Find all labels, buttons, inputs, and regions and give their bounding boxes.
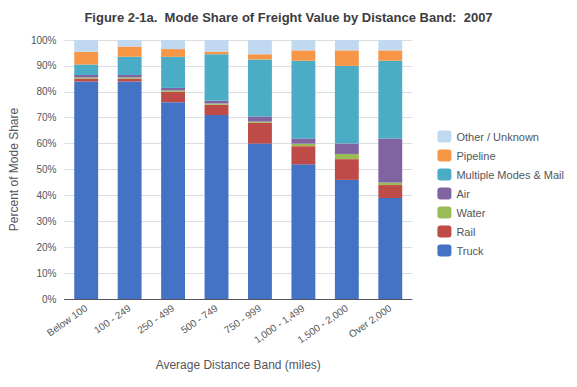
svg-text:Water: Water	[456, 207, 485, 219]
svg-text:Multiple Modes & Mail: Multiple Modes & Mail	[456, 169, 564, 181]
svg-text:Percent of Mode Share: Percent of Mode Share	[7, 107, 21, 231]
svg-text:10%: 10%	[36, 268, 56, 279]
svg-text:Air: Air	[456, 188, 470, 200]
svg-text:20%: 20%	[36, 242, 56, 253]
svg-text:Over 2,000: Over 2,000	[347, 302, 394, 340]
svg-text:90%: 90%	[36, 60, 56, 71]
svg-text:Truck: Truck	[456, 245, 484, 257]
svg-text:250 - 499: 250 - 499	[135, 302, 176, 336]
svg-text:70%: 70%	[36, 112, 56, 123]
svg-text:50%: 50%	[36, 164, 56, 175]
svg-text:Below 100: Below 100	[45, 302, 90, 338]
svg-text:100 - 249: 100 - 249	[92, 302, 133, 336]
svg-text:750 - 999: 750 - 999	[222, 302, 263, 336]
svg-text:Average Distance Band (miles): Average Distance Band (miles)	[156, 358, 321, 372]
svg-text:0%: 0%	[42, 294, 57, 305]
svg-text:Other / Unknown: Other / Unknown	[456, 131, 539, 143]
svg-text:Rail: Rail	[456, 226, 475, 238]
svg-text:Figure 2-1a. Mode Share of Fr: Figure 2-1a. Mode Share of Freight Value…	[84, 10, 492, 25]
svg-text:60%: 60%	[36, 138, 56, 149]
svg-text:1,500 - 2,000: 1,500 - 2,000	[295, 302, 350, 345]
svg-text:30%: 30%	[36, 216, 56, 227]
svg-text:100%: 100%	[31, 35, 57, 46]
svg-text:1,000 - 1,499: 1,000 - 1,499	[252, 302, 307, 346]
svg-text:80%: 80%	[36, 86, 56, 97]
svg-text:Pipeline: Pipeline	[456, 150, 495, 162]
svg-text:500 - 749: 500 - 749	[179, 302, 220, 336]
svg-text:40%: 40%	[36, 190, 56, 201]
